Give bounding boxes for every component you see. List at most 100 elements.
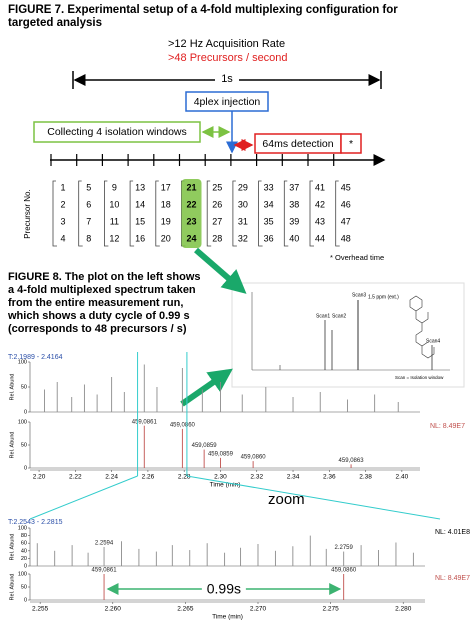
precursor-number: 33: [264, 182, 274, 192]
precursor-number: 6: [86, 199, 91, 209]
duration: 1s: [221, 73, 233, 85]
overhead: * Overhead time: [330, 253, 384, 262]
y-tick-label: 80: [21, 533, 27, 539]
precursor-number: 3: [60, 216, 65, 226]
axis-label: Precursor No.: [23, 189, 32, 238]
x-axis-label: Time (min): [210, 482, 241, 489]
caption-line: FIGURE 8. The plot on the left shows: [8, 271, 201, 283]
y-tick-label: 50: [21, 584, 27, 590]
star: *: [349, 138, 353, 150]
span-label: 0.99s: [207, 581, 241, 597]
y-axis-label: Rel. Abund: [9, 432, 15, 459]
precursor-number: 40: [289, 233, 299, 243]
y-tick-label: 100: [18, 359, 27, 365]
precursor-number: 16: [135, 233, 145, 243]
x-tick-label: 2.24: [105, 474, 118, 481]
column-bracket: [232, 180, 237, 247]
precursor-number: 29: [238, 182, 248, 192]
column-bracket: [283, 180, 289, 247]
duration-gap: [215, 72, 239, 86]
x-tick-label: 2.40: [396, 474, 409, 481]
precursor-number: 19: [161, 216, 171, 226]
precursor-number: 46: [341, 199, 351, 209]
y-axis-label: Rel. Abund: [9, 534, 15, 561]
peak-label: 2.2594: [95, 541, 114, 547]
precursor-number: 17: [161, 182, 171, 192]
x-tick-label: 2.28: [178, 474, 191, 481]
y-tick-label: 100: [18, 419, 27, 425]
columns: 1234567891011121314151617181920212223242…: [50, 154, 351, 248]
inset-label: Scan1: [316, 313, 330, 319]
nl-label: NL: 8.49E7: [430, 423, 465, 430]
precursor-number: 22: [186, 199, 196, 209]
y-tick-label: 0: [24, 465, 27, 471]
caption-line: which shows a duty cycle of 0.99 s: [7, 310, 190, 322]
x-tick-label: 2.26: [142, 474, 155, 481]
nl-label: NL: 4.01E8: [435, 529, 470, 536]
column-bracket: [52, 180, 57, 247]
precursor-number: 1: [60, 182, 65, 192]
inset-label: Scan2: [332, 313, 346, 319]
fig7-title: targeted analysis: [8, 17, 102, 29]
y-tick-label: 0: [24, 409, 27, 415]
zoom-label: zoom: [268, 491, 305, 508]
injection-box: [185, 91, 269, 112]
span-gap: [201, 581, 246, 597]
y-tick-label: 40: [21, 548, 27, 554]
caption-line: a 4-fold multiplexed spectrum taken: [8, 284, 196, 296]
peak-label: 459,0860: [241, 455, 267, 461]
precursor-number: 34: [264, 199, 274, 209]
precursor-number: 15: [135, 216, 145, 226]
x-tick-label: 2.255: [32, 606, 49, 613]
column-bracket: [258, 180, 263, 247]
caption-line: from the entire measurement run,: [8, 297, 183, 309]
y-tick-label: 20: [21, 556, 27, 562]
precursor-number: 37: [289, 182, 299, 192]
x-tick-label: 2.36: [323, 474, 336, 481]
precursor-number: 14: [135, 199, 145, 209]
column-bracket: [78, 180, 83, 247]
y-tick-label: 50: [21, 384, 27, 390]
peak-label: 459,0860: [331, 568, 357, 574]
precursor-number: 38: [289, 199, 299, 209]
big-arrow: [194, 247, 247, 294]
precursor-number: 39: [289, 216, 299, 226]
precursor-number: 4: [60, 233, 65, 243]
rate: >12 Hz Acquisition Rate: [168, 38, 285, 50]
peak-label: 459,0861: [92, 568, 118, 574]
peak-label: 459,0863: [339, 458, 365, 464]
inset-frame: [231, 282, 465, 388]
y-tick-label: 50: [21, 442, 27, 448]
caption-line: (corresponds to 48 precursors / s): [8, 323, 187, 335]
peak-label: 459,0859: [208, 451, 234, 457]
precursor-number: 26: [212, 199, 222, 209]
peak-label: 459,0861: [132, 419, 158, 425]
y-axis-label: Rel. Abund: [9, 574, 15, 601]
range-label: T:2.1989 - 2.4164: [8, 354, 63, 361]
highlight: [181, 179, 202, 248]
precursor-number: 7: [86, 216, 91, 226]
x-tick-label: 2.34: [287, 474, 300, 481]
precursor-number: 5: [86, 182, 91, 192]
injection: 4plex injection: [194, 96, 261, 108]
precursor-number: 8: [86, 233, 91, 243]
x-tick-label: 2.260: [105, 606, 122, 613]
precursor-number: 27: [212, 216, 222, 226]
y-tick-label: 100: [18, 525, 27, 531]
x-tick-label: 2.265: [177, 606, 194, 613]
column-bracket: [104, 180, 109, 247]
precursor-number: 23: [186, 216, 196, 226]
x-tick-label: 2.275: [322, 606, 339, 613]
range-label: T:2.2543 - 2.2815: [8, 519, 63, 526]
precursor-number: 24: [186, 233, 196, 243]
y-axis-label: Rel. Abund: [9, 374, 15, 401]
x-tick-label: 2.22: [69, 474, 82, 481]
x-axis-label: Time (min): [212, 614, 243, 621]
precursor-number: 2: [60, 199, 65, 209]
big-arrow: [180, 368, 233, 407]
inset-molecule: [409, 295, 435, 359]
precursor-number: 35: [264, 216, 274, 226]
